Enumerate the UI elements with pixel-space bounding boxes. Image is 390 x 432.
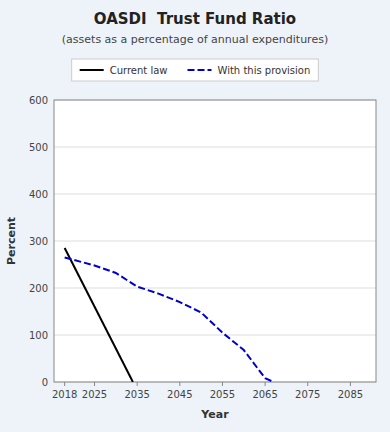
y-tick-label: 0 <box>42 377 48 388</box>
grid-line <box>54 194 376 195</box>
background <box>0 0 390 432</box>
x-tick <box>222 382 223 386</box>
y-tick-label: 600 <box>29 95 48 106</box>
series-line <box>65 248 133 382</box>
x-tick-label: 2018 <box>52 389 77 400</box>
x-tick-label: 2055 <box>210 389 235 400</box>
x-tick-label: 2045 <box>167 389 192 400</box>
legend-swatch <box>80 69 104 71</box>
x-tick <box>307 382 308 386</box>
series-line <box>65 257 274 382</box>
legend-swatch <box>188 69 212 71</box>
x-tick-label: 2025 <box>82 389 107 400</box>
x-axis-label: Year <box>200 408 229 421</box>
x-tick <box>265 382 266 386</box>
x-tick <box>179 382 180 386</box>
legend-label: With this provision <box>218 65 311 76</box>
x-tick <box>137 382 138 386</box>
legend-box <box>72 59 319 81</box>
grid-line <box>54 241 376 242</box>
plot-frame <box>54 100 376 382</box>
x-tick-label: 2065 <box>252 389 277 400</box>
y-tick-label: 300 <box>29 236 48 247</box>
legend: Current law With this provision <box>72 59 319 81</box>
subtitle: (assets as a percentage of annual expend… <box>62 33 328 46</box>
x-tick <box>350 382 351 386</box>
x-tick <box>94 382 95 386</box>
series-group <box>65 248 274 382</box>
grid-line <box>54 335 376 336</box>
legend-label: Current law <box>110 65 168 76</box>
y-tick-label: 400 <box>29 189 48 200</box>
grid-line <box>54 288 376 289</box>
y-tick-label: 200 <box>29 283 48 294</box>
y-tick-label: 100 <box>29 330 48 341</box>
x-tick-label: 2035 <box>124 389 149 400</box>
grid-line <box>54 147 376 148</box>
x-tick-label: 2075 <box>295 389 320 400</box>
chart: OASDI Trust Fund Ratio (assets as a perce… <box>0 0 390 432</box>
y-axis-label: Percent <box>5 217 18 265</box>
plot-area <box>54 100 376 382</box>
y-tick-label: 500 <box>29 142 48 153</box>
x-tick <box>64 382 65 386</box>
x-tick-label: 2085 <box>338 389 363 400</box>
title: OASDI Trust Fund Ratio <box>94 10 296 28</box>
